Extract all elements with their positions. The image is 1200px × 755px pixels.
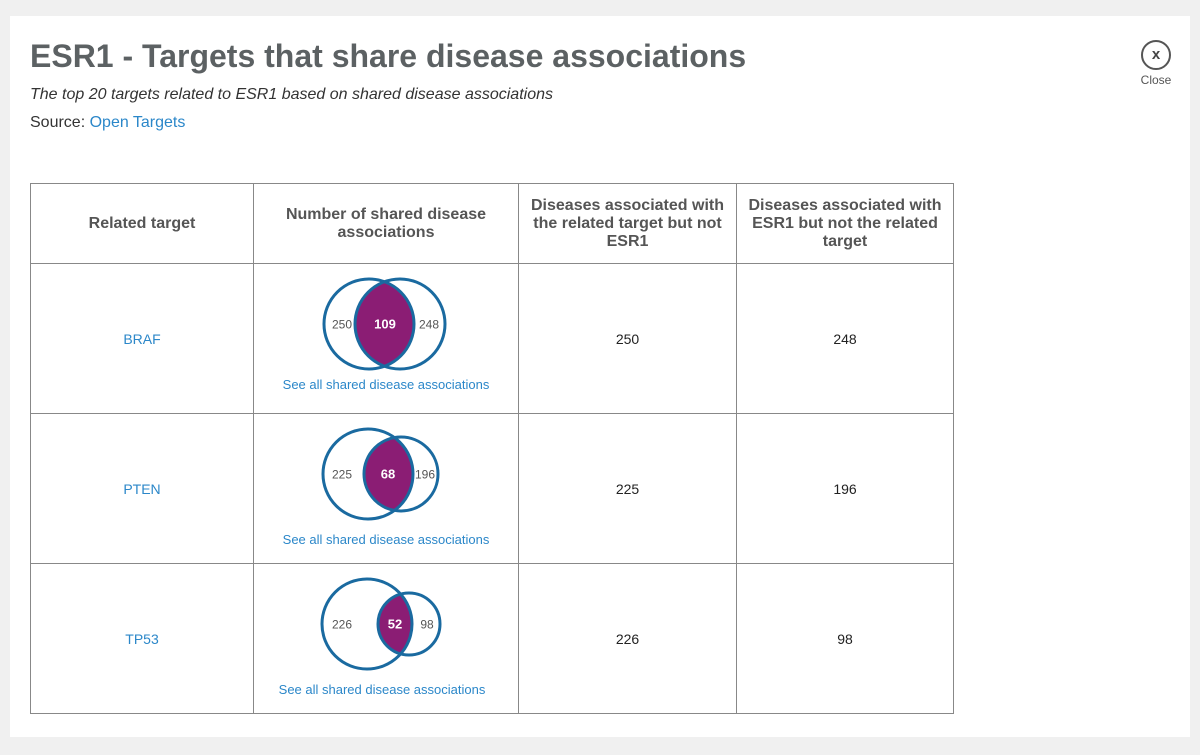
venn-right-count: 98 — [420, 618, 434, 632]
target-link[interactable]: TP53 — [125, 630, 159, 647]
header-shared-associations: Number of shared disease associations — [253, 183, 519, 264]
page-title: ESR1 - Targets that share disease associ… — [30, 38, 747, 74]
modal-panel: ESR1 - Targets that share disease associ… — [10, 16, 1190, 737]
venn-cell: 250 109 248 See all shared disease assoc… — [253, 263, 519, 414]
venn-shared-count: 109 — [374, 317, 396, 332]
table-row: BRAF 250 109 248 — [30, 263, 954, 414]
close-icon[interactable]: x — [1141, 40, 1171, 70]
source-link[interactable]: Open Targets — [89, 114, 186, 131]
table-row: PTEN 225 68 196 — [30, 413, 954, 564]
targets-table: Related target Number of shared disease … — [30, 183, 954, 714]
venn-shared-count: 52 — [387, 617, 401, 632]
venn-intersection — [377, 593, 412, 655]
related-not-esr1-count: 226 — [518, 563, 737, 714]
close-button[interactable]: x Close — [1136, 40, 1176, 87]
header-esr1-not-related: Diseases associated with ESR1 but not th… — [736, 183, 954, 264]
see-shared-link[interactable]: See all shared disease associations — [278, 682, 486, 697]
source-label: Source: — [30, 114, 90, 131]
venn-diagram: 225 68 196 — [321, 427, 439, 521]
header-related-not-esr1: Diseases associated with the related tar… — [518, 183, 737, 264]
target-link[interactable]: BRAF — [123, 330, 161, 347]
table-row: TP53 226 52 98 — [30, 563, 954, 714]
venn-diagram: 250 109 248 — [322, 277, 446, 371]
venn-left-count: 225 — [331, 468, 351, 482]
venn-left-count: 226 — [331, 618, 351, 632]
venn-right-count: 248 — [418, 318, 438, 332]
esr1-not-related-count: 98 — [736, 563, 954, 714]
source-line: Source: Open Targets — [30, 114, 185, 132]
close-label[interactable]: Close — [1140, 73, 1172, 87]
see-shared-link[interactable]: See all shared disease associations — [282, 532, 490, 547]
page-subtitle: The top 20 targets related to ESR1 based… — [30, 86, 553, 103]
venn-diagram: 226 52 98 — [320, 577, 441, 671]
related-not-esr1-count: 225 — [518, 413, 737, 564]
header-related-target: Related target — [30, 183, 254, 264]
esr1-not-related-count: 196 — [736, 413, 954, 564]
venn-cell: 226 52 98 See all shared disease associa… — [253, 563, 519, 714]
venn-intersection — [354, 279, 414, 369]
venn-shared-count: 68 — [380, 467, 394, 482]
target-link[interactable]: PTEN — [123, 480, 161, 497]
venn-right-count: 196 — [414, 468, 434, 482]
target-cell: PTEN — [30, 413, 254, 564]
related-not-esr1-count: 250 — [518, 263, 737, 414]
venn-intersection — [363, 437, 413, 511]
esr1-not-related-count: 248 — [736, 263, 954, 414]
target-cell: BRAF — [30, 263, 254, 414]
target-cell: TP53 — [30, 563, 254, 714]
venn-left-count: 250 — [331, 318, 351, 332]
see-shared-link[interactable]: See all shared disease associations — [282, 377, 490, 392]
venn-cell: 225 68 196 See all shared disease associ… — [253, 413, 519, 564]
table-header-row: Related target Number of shared disease … — [30, 183, 954, 264]
